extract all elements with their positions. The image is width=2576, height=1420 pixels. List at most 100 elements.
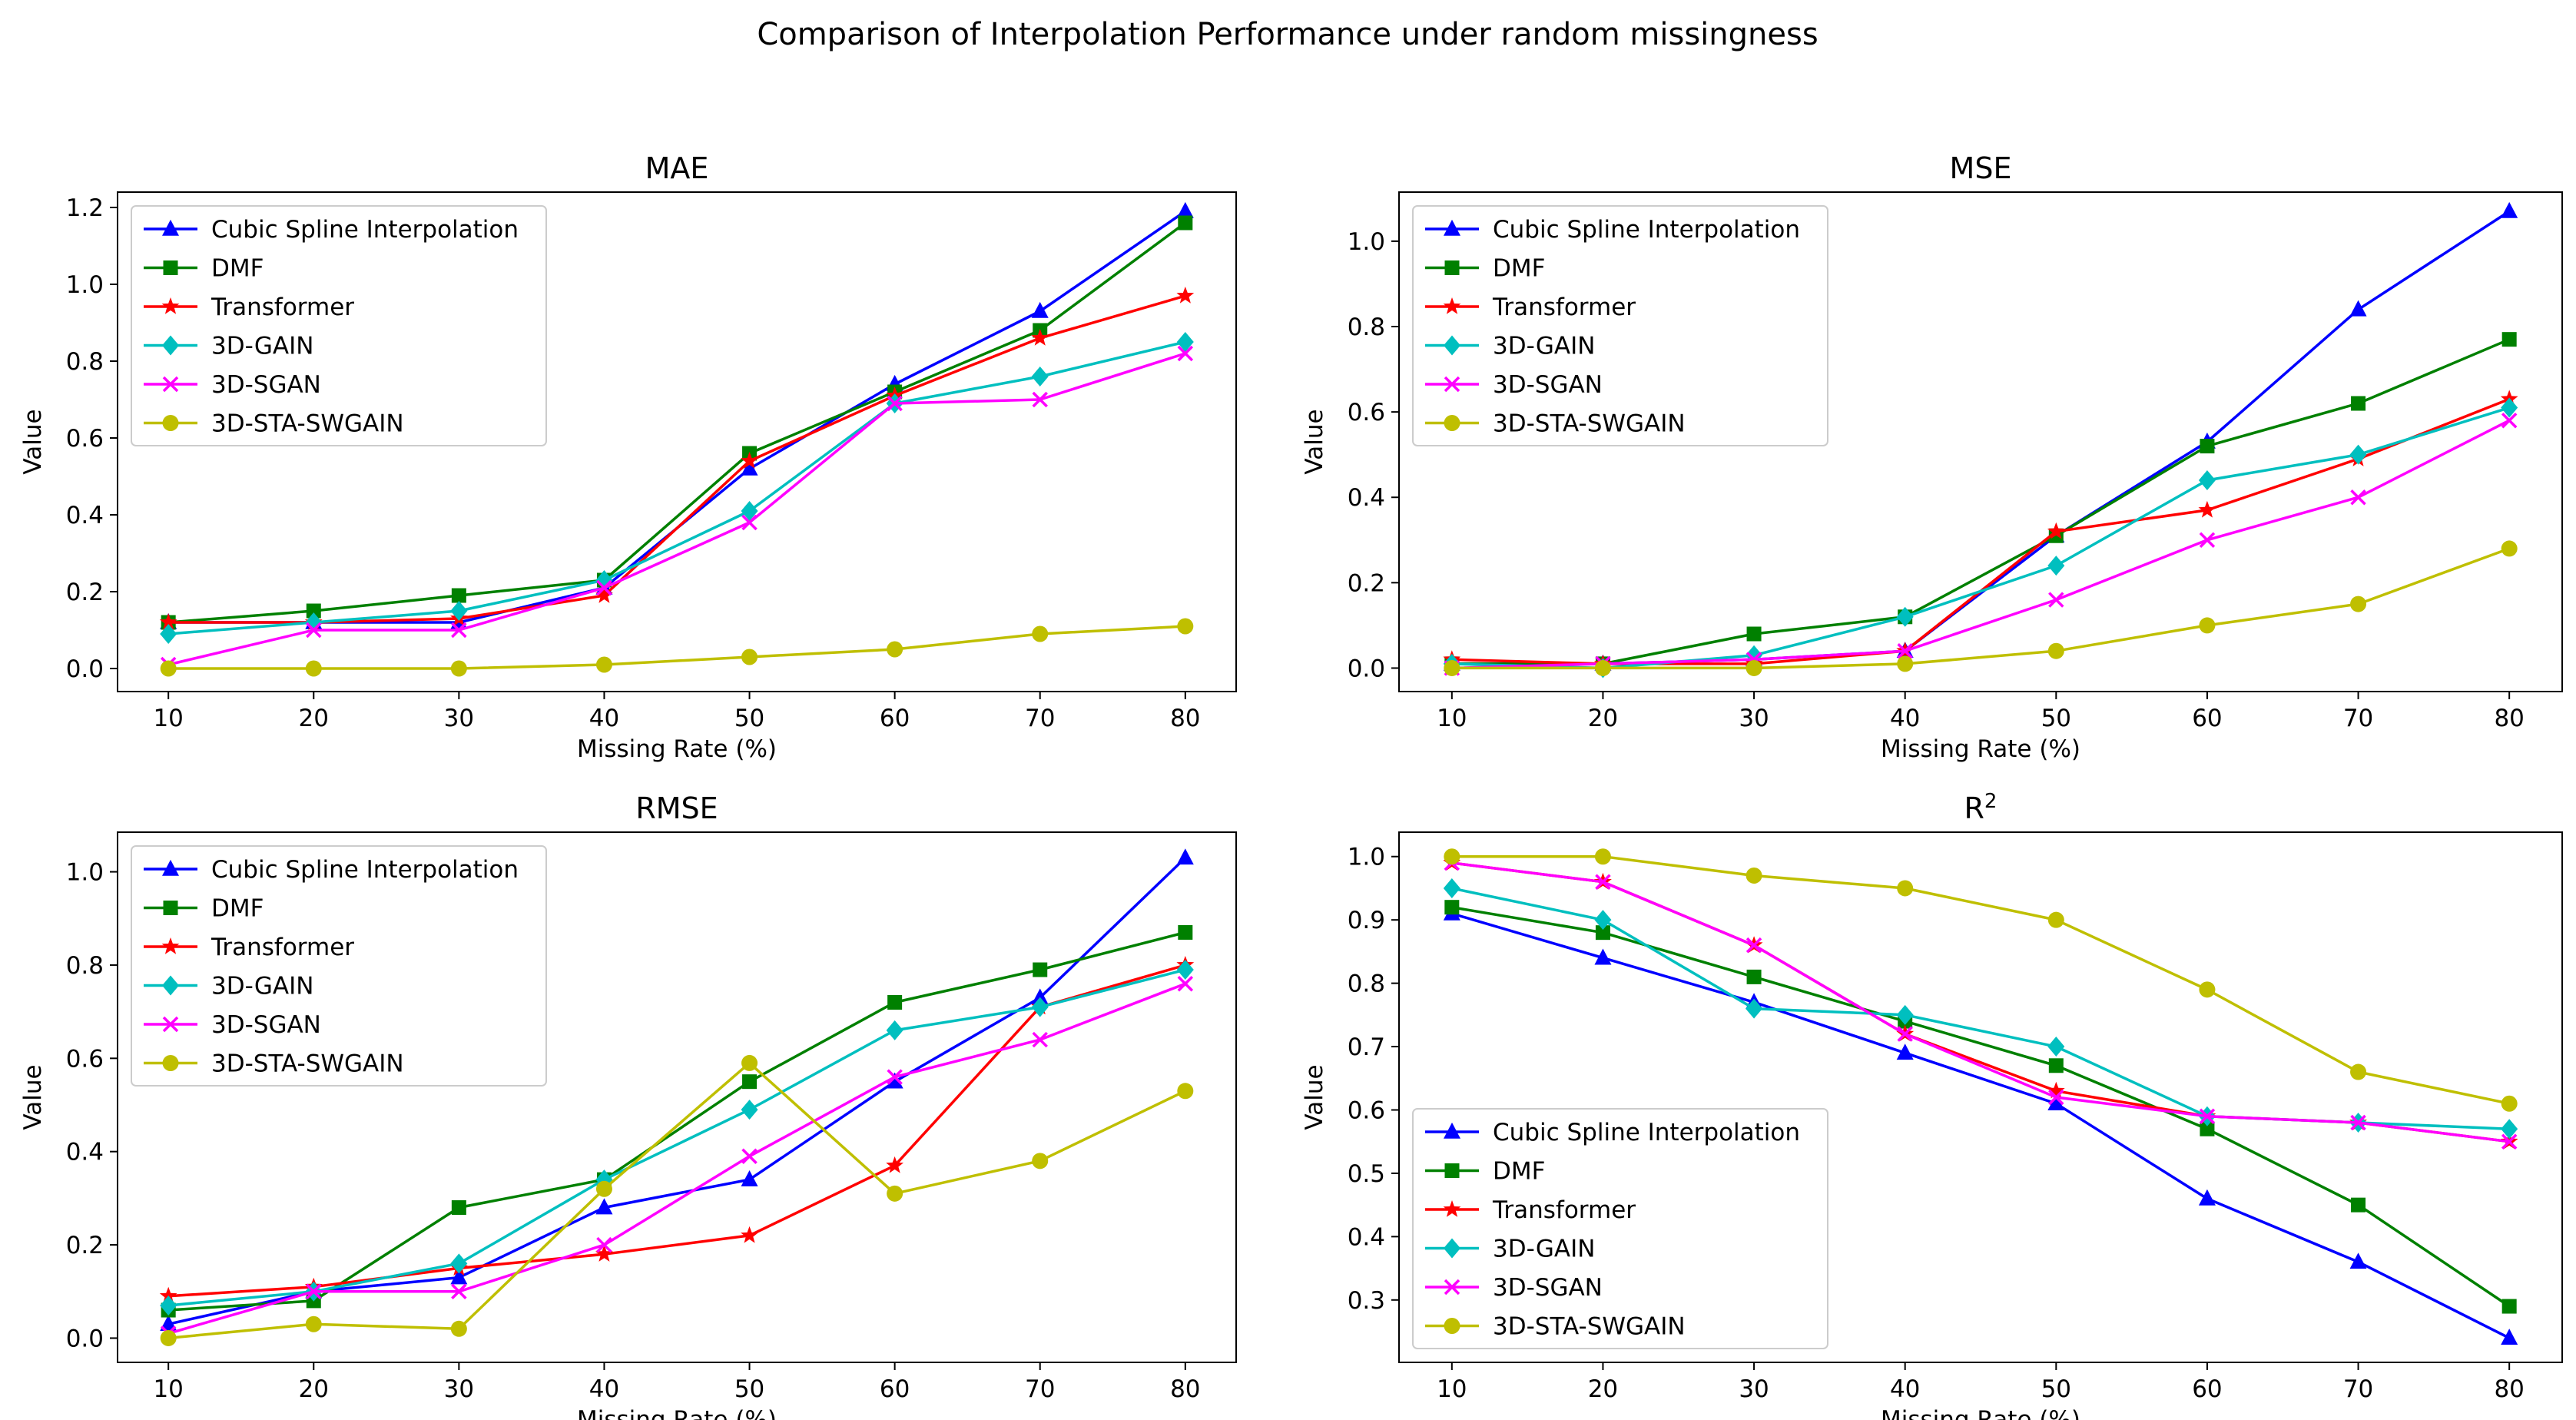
r2-legend-swatch-marker [1444, 1238, 1460, 1259]
r2-ytick-label: 0.6 [1348, 1097, 1385, 1124]
r2-data-point [2047, 1081, 2065, 1099]
rmse-title: RMSE [635, 791, 718, 825]
mse-data-point [2198, 470, 2216, 490]
r2-ytick-label: 0.7 [1348, 1033, 1385, 1061]
rmse-data-point [886, 1072, 903, 1089]
mae-xtick-label: 70 [1025, 705, 1055, 732]
mse-data-point [2047, 642, 2064, 659]
rmse-legend-swatch-marker [162, 859, 179, 876]
rmse-xtick-label: 40 [589, 1375, 619, 1403]
r2-data-point [2047, 1094, 2065, 1111]
rmse-xtick-label: 10 [153, 1375, 183, 1403]
r2-ytick-label: 0.8 [1348, 970, 1385, 998]
rmse-data-point [741, 1100, 758, 1120]
mse-data-point [2349, 300, 2367, 317]
mae-legend-entry: 3D-STA-SWGAIN [211, 410, 404, 438]
mae-xtick-label: 40 [589, 705, 619, 732]
r2-legend-entry: Cubic Spline Interpolation [1493, 1119, 1800, 1146]
r2-data-point [2501, 1119, 2518, 1140]
rmse-ylabel: Value [19, 1064, 47, 1130]
r2-data-point [1746, 998, 1763, 1019]
r2-ylabel: Value [1301, 1064, 1328, 1130]
r2-data-point [2198, 1189, 2216, 1206]
mse-data-point [2351, 396, 2366, 411]
r2-data-point [2199, 981, 2216, 998]
rmse-xtick-label: 30 [444, 1375, 474, 1403]
mse-title-main: MSE [1950, 151, 2012, 185]
r2-data-point [2349, 1252, 2367, 1269]
rmse-data-point [1033, 962, 1048, 977]
mae-data-point [1176, 332, 1194, 352]
rmse-xtick-label: 60 [880, 1375, 910, 1403]
mse-legend-box [1412, 205, 1828, 446]
mse-legend-entry: DMF [1493, 255, 1545, 283]
mae-title: MAE [645, 151, 709, 185]
rmse-panel: RMSE 10 20 30 40 50 60 70 80 0.0 0.2 0.4 0.6 0.8 1.0 Mi… [19, 791, 1237, 1420]
mse-data-point [1897, 655, 1914, 672]
r2-xtick-label: 50 [2041, 1375, 2071, 1403]
r2-series-line [1451, 861, 2510, 1143]
mse-data-point [2350, 489, 2366, 506]
mse-data-point [1896, 606, 1914, 627]
mae-data-point [1032, 625, 1049, 642]
mse-xtick-label: 60 [2192, 705, 2222, 732]
r2-series-line [1451, 905, 2511, 1308]
r2-data-point [2351, 1197, 2366, 1213]
mae-axes-frame [117, 191, 1237, 692]
r2-data-point [2501, 1299, 2517, 1314]
rmse-data-point [596, 1236, 612, 1253]
mse-legend-entry: 3D-SGAN [1493, 371, 1603, 399]
mse-legend-swatch-marker [1444, 260, 1460, 275]
rmse-legend-swatch-marker [162, 1055, 179, 1071]
rmse-series-line [168, 1061, 1186, 1340]
mse-data-point [2501, 540, 2518, 557]
rmse-legend-entry: Transformer [211, 934, 354, 961]
r2-ytick-label: 1.0 [1348, 844, 1385, 871]
mse-xtick-label: 80 [2494, 705, 2524, 732]
rmse-data-point [1031, 988, 1049, 1005]
rmse-legend-entry: DMF [211, 895, 264, 923]
rmse-legend-swatch-marker [162, 1016, 179, 1033]
mae-series-line [168, 625, 1185, 670]
mae-legend-entry: Cubic Spline Interpolation [211, 216, 519, 244]
r2-data-point [2200, 1121, 2215, 1136]
mae-data-point [1176, 201, 1194, 218]
r2-xtick-label: 40 [1890, 1375, 1920, 1403]
mse-legend-entry: Transformer [1492, 294, 1636, 321]
mae-data-point [1178, 215, 1193, 231]
mse-legend-swatch-marker [1444, 415, 1460, 431]
mae-data-point [1177, 345, 1194, 362]
mae-legend-box [131, 205, 547, 446]
r2-xtick-label: 80 [2494, 1375, 2524, 1403]
mse-axes-frame [1398, 191, 2563, 692]
r2-xtick-label: 10 [1437, 1375, 1467, 1403]
mse-xlabel: Missing Rate (%) [1881, 735, 2080, 763]
r2-legend-entry: Transformer [1492, 1196, 1636, 1224]
mae-data-point [451, 622, 467, 639]
rmse-data-point [887, 995, 903, 1010]
rmse-data-point [886, 1156, 903, 1173]
rmse-legend-swatch-marker [162, 975, 179, 996]
rmse-series-line [167, 982, 1186, 1335]
mae-legend: Cubic Spline Interpolation DMF Transformer… [131, 205, 547, 446]
mse-data-point [2199, 532, 2216, 549]
mae-ytick-label: 0.6 [66, 425, 104, 453]
mae-data-point [160, 660, 177, 677]
mse-data-point [2501, 201, 2518, 218]
mse-xtick-label: 40 [1890, 705, 1920, 732]
mse-data-point [2200, 439, 2215, 454]
r2-ytick-label: 0.5 [1348, 1160, 1385, 1188]
rmse-data-point [595, 1198, 613, 1215]
mae-data-point [1031, 301, 1049, 318]
rmse-xtick-label: 50 [734, 1375, 764, 1403]
mse-legend-swatch-marker [1444, 219, 1460, 236]
mae-xtick-label: 30 [444, 705, 474, 732]
mae-legend-entry: 3D-SGAN [211, 371, 321, 399]
r2-data-point [2048, 1089, 2064, 1106]
r2-data-point [2048, 1058, 2064, 1073]
mae-legend-swatch-marker [162, 415, 179, 431]
mae-legend-swatch-marker [162, 376, 179, 393]
r2-data-point [1594, 948, 1612, 965]
rmse-data-point [451, 1283, 467, 1299]
mse-xtick-label: 50 [2041, 705, 2071, 732]
